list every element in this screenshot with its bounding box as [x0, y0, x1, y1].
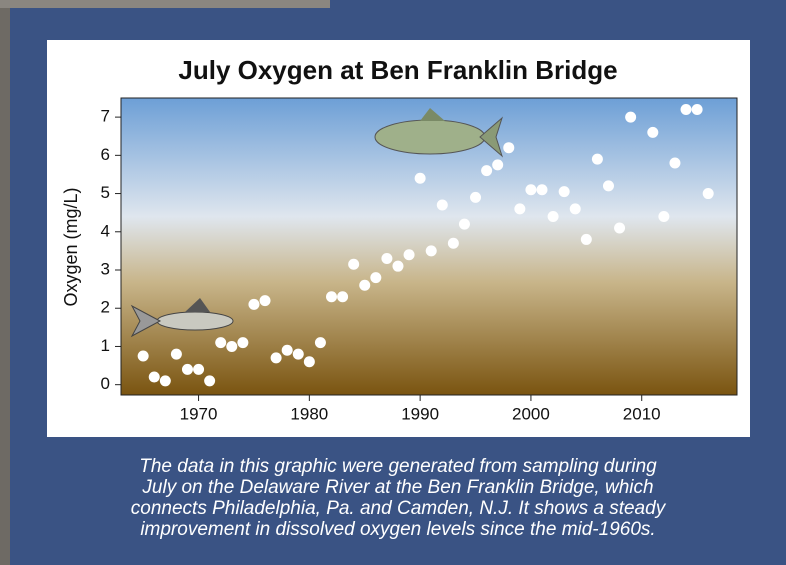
- data-point: [570, 203, 581, 214]
- data-point: [381, 253, 392, 264]
- data-point: [658, 211, 669, 222]
- y-tick-label: 3: [101, 259, 110, 278]
- y-axis-label: Oxygen (mg/L): [61, 187, 81, 306]
- data-point: [215, 337, 226, 348]
- data-point: [304, 356, 315, 367]
- data-point: [326, 291, 337, 302]
- x-tick-label: 2000: [512, 404, 550, 423]
- data-point: [470, 192, 481, 203]
- data-point: [669, 157, 680, 168]
- y-tick-label: 7: [101, 107, 110, 126]
- data-point: [271, 352, 282, 363]
- y-tick-label: 6: [101, 145, 110, 164]
- data-point: [160, 375, 171, 386]
- y-tick-label: 2: [101, 298, 110, 317]
- data-point: [592, 154, 603, 165]
- data-point: [193, 364, 204, 375]
- caption-line: improvement in dissolved oxygen levels s…: [140, 519, 655, 540]
- data-point: [149, 372, 160, 383]
- data-point: [581, 234, 592, 245]
- x-tick-label: 1980: [290, 404, 328, 423]
- data-point: [459, 219, 470, 230]
- data-point: [248, 299, 259, 310]
- y-tick-label: 0: [101, 374, 110, 393]
- data-point: [204, 375, 215, 386]
- data-point: [293, 349, 304, 360]
- data-point: [415, 173, 426, 184]
- slide: July Oxygen at Ben Franklin Bridge Oxyge…: [0, 0, 786, 565]
- data-point: [237, 337, 248, 348]
- data-point: [182, 364, 193, 375]
- photo-edge: [0, 0, 10, 565]
- x-tick-label: 1990: [401, 404, 439, 423]
- data-point: [337, 291, 348, 302]
- data-point: [138, 351, 149, 362]
- data-point: [348, 259, 359, 270]
- data-point: [548, 211, 559, 222]
- data-point: [703, 188, 714, 199]
- data-point: [426, 245, 437, 256]
- data-point: [525, 184, 536, 195]
- caption-line: connects Philadelphia, Pa. and Camden, N…: [131, 498, 667, 519]
- data-point: [282, 345, 293, 356]
- chart-title: July Oxygen at Ben Franklin Bridge: [178, 55, 617, 85]
- data-point: [404, 249, 415, 260]
- data-point: [603, 180, 614, 191]
- photo-edge-top: [0, 0, 330, 8]
- data-point: [681, 104, 692, 115]
- data-point: [492, 159, 503, 170]
- data-point: [481, 165, 492, 176]
- data-point: [260, 295, 271, 306]
- caption-line: The data in this graphic were generated …: [139, 456, 657, 477]
- data-point: [437, 200, 448, 211]
- data-point: [514, 203, 525, 214]
- data-point: [392, 261, 403, 272]
- data-point: [503, 142, 514, 153]
- data-point: [647, 127, 658, 138]
- y-tick-label: 1: [101, 336, 110, 355]
- caption: The data in this graphic were generated …: [131, 456, 667, 540]
- data-point: [359, 280, 370, 291]
- data-point: [625, 112, 636, 123]
- caption-line: July on the Delaware River at the Ben Fr…: [141, 477, 653, 498]
- x-tick-label: 2010: [623, 404, 661, 423]
- data-point: [370, 272, 381, 283]
- data-point: [315, 337, 326, 348]
- data-point: [171, 349, 182, 360]
- data-point: [226, 341, 237, 352]
- y-tick-label: 5: [101, 183, 110, 202]
- data-point: [692, 104, 703, 115]
- y-tick-label: 4: [101, 221, 110, 240]
- data-point: [448, 238, 459, 249]
- data-point: [559, 186, 570, 197]
- x-tick-label: 1970: [180, 404, 218, 423]
- data-point: [537, 184, 548, 195]
- data-point: [614, 222, 625, 233]
